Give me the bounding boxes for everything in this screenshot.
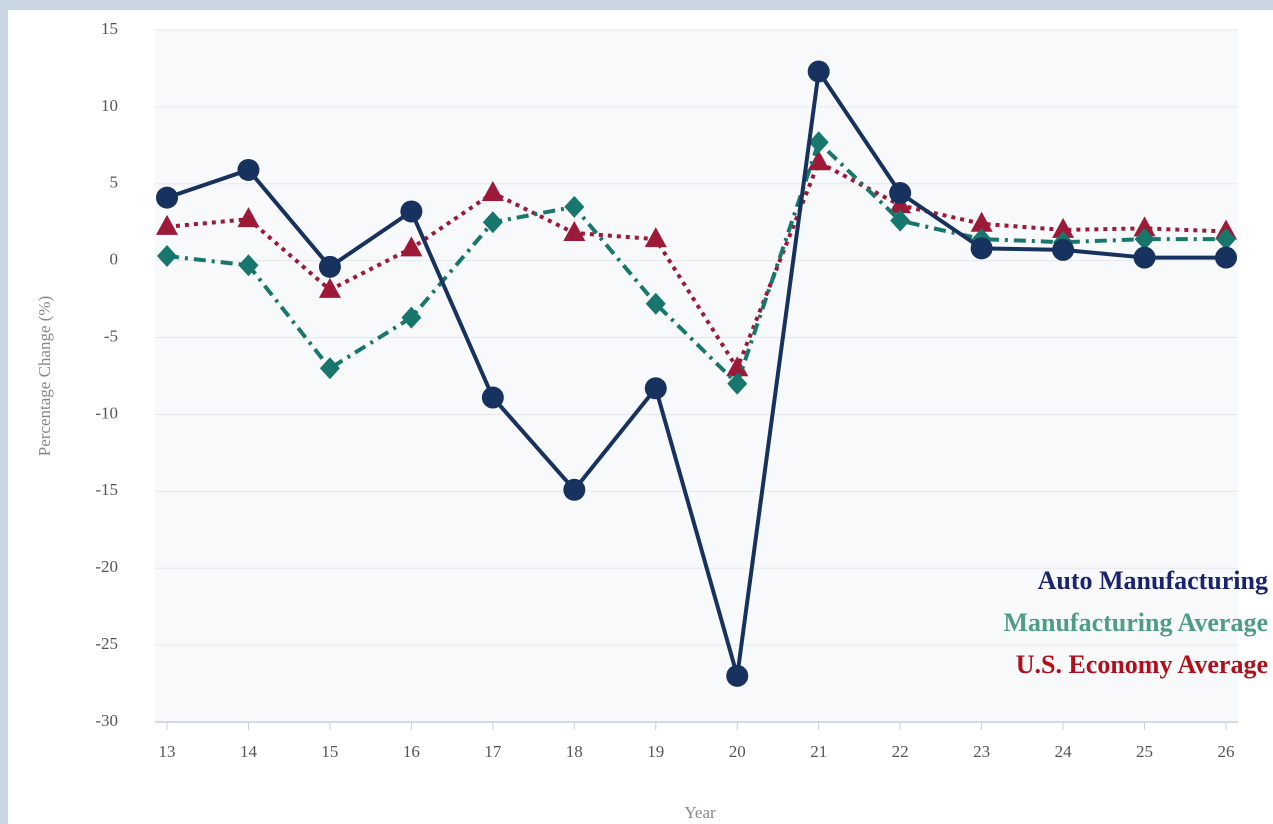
series-line [166,69,1226,678]
point [970,211,993,232]
point [644,377,667,400]
legend-label: Auto Manufacturing [1038,566,1268,595]
legend-label: Manufacturing Average [1003,608,1268,637]
series-line [166,160,1227,371]
x-tick-label: 23 [973,742,990,761]
point [319,357,340,380]
point [1216,228,1236,251]
plot-area [155,30,1238,722]
x-tick-label: 25 [1136,742,1153,761]
point [1133,246,1156,269]
point [481,181,504,202]
x-tick-label: 19 [647,742,664,761]
x-tick-label: 20 [729,742,746,761]
point [726,356,749,377]
y-axis-title: Percentage Change (%) [35,296,54,456]
y-tick-label: -20 [95,557,118,576]
point [726,664,749,687]
point [482,211,503,234]
x-tick-label: 18 [566,742,583,761]
y-tick-label: 15 [101,19,118,38]
y-tick-label: -15 [95,480,118,499]
point [481,386,504,409]
y-tick-label: -25 [95,634,118,653]
point [808,131,829,154]
point [1134,228,1155,251]
point [156,186,178,209]
x-axis-title: Year [684,803,716,822]
x-tick-label: 21 [810,742,827,761]
point [890,209,911,232]
y-tick-label: -10 [95,403,118,422]
point [400,236,423,257]
x-tick-label: 22 [892,742,909,761]
point [644,227,667,248]
x-tick-label: 13 [159,742,176,761]
point [563,478,586,501]
point [807,60,830,83]
x-tick-label: 16 [403,742,420,761]
y-tick-label: -30 [95,711,118,730]
point [318,255,341,278]
x-tick-label: 15 [321,742,338,761]
point [237,158,260,181]
point [156,214,178,235]
point [157,245,177,268]
point [807,150,830,171]
x-tick-label: 14 [240,742,258,761]
y-tick-label: 0 [110,250,119,269]
point [564,195,585,218]
point [563,220,586,241]
point [400,200,423,223]
y-tick-label: 10 [101,96,118,115]
point [645,292,666,315]
point [401,306,422,329]
point [1052,238,1075,261]
point [727,372,748,395]
point [970,237,993,260]
series-line [166,140,1226,386]
point [889,182,912,205]
y-tick-label: 5 [110,173,119,192]
point [1133,216,1156,237]
point [318,277,341,298]
legend-label: U.S. Economy Average [1016,650,1268,679]
point [238,254,259,277]
point [237,207,260,228]
x-tick-label: 24 [1055,742,1073,761]
y-tick-label: -5 [104,326,118,345]
x-tick-label: 26 [1218,742,1235,761]
x-tick-label: 17 [484,742,502,761]
point [1215,246,1237,269]
point [1052,217,1075,238]
